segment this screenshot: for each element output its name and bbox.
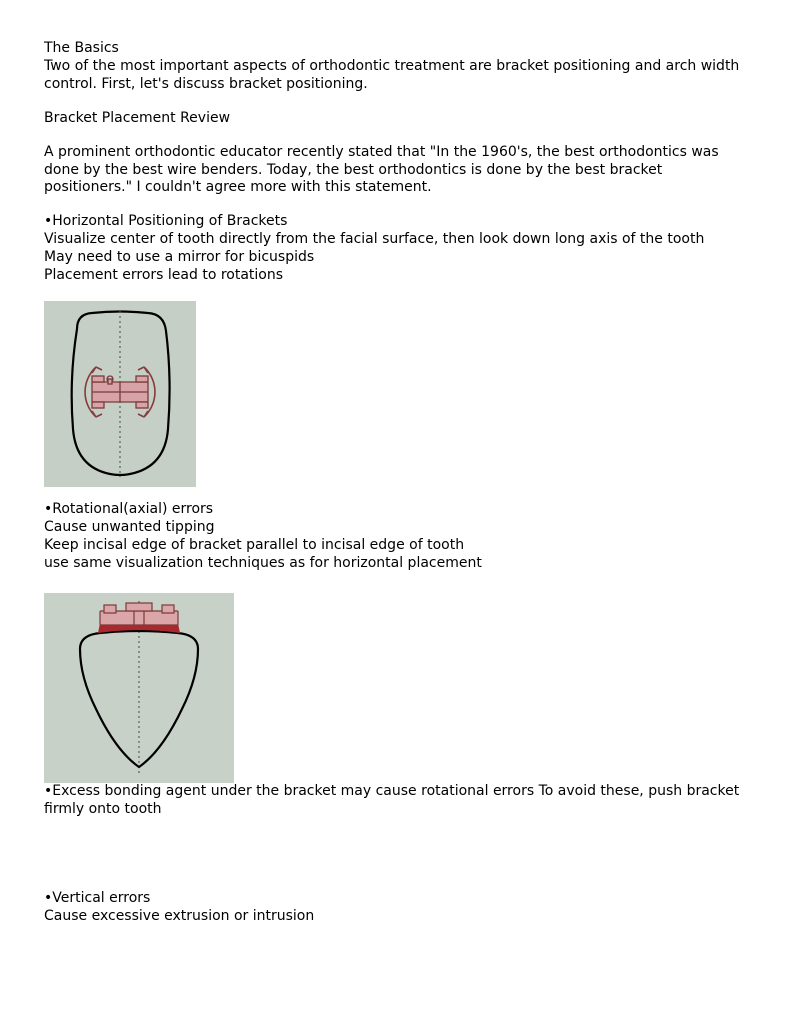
section-line: Placement errors lead to rotations [44, 267, 751, 285]
section-rotational: Rotational(axial) errors Cause unwanted … [44, 501, 751, 573]
section-title: Vertical errors [44, 890, 751, 908]
section-line: Keep incisal edge of bracket parallel to… [44, 537, 751, 555]
figure-horizontal-positioning [44, 301, 196, 487]
section-line: Visualize center of tooth directly from … [44, 231, 751, 249]
section-title: Rotational(axial) errors [44, 501, 751, 519]
section-line: May need to use a mirror for bicuspids [44, 249, 751, 267]
section-horizontal: Horizontal Positioning of Brackets Visua… [44, 213, 751, 285]
section-note: Excess bonding agent under the bracket m… [44, 783, 751, 819]
section-line: Cause unwanted tipping [44, 519, 751, 537]
section-line: use same visualization techniques as for… [44, 555, 751, 573]
section-title: Horizontal Positioning of Brackets [44, 213, 751, 231]
heading: The Basics [44, 40, 751, 58]
section-vertical: Vertical errors Cause excessive extrusio… [44, 890, 751, 926]
subheading: Bracket Placement Review [44, 110, 751, 128]
quote-paragraph: A prominent orthodontic educator recentl… [44, 144, 751, 198]
intro-paragraph: Two of the most important aspects of ort… [44, 58, 751, 94]
figure-rotational-errors [44, 593, 234, 783]
section-line: Cause excessive extrusion or intrusion [44, 908, 751, 926]
